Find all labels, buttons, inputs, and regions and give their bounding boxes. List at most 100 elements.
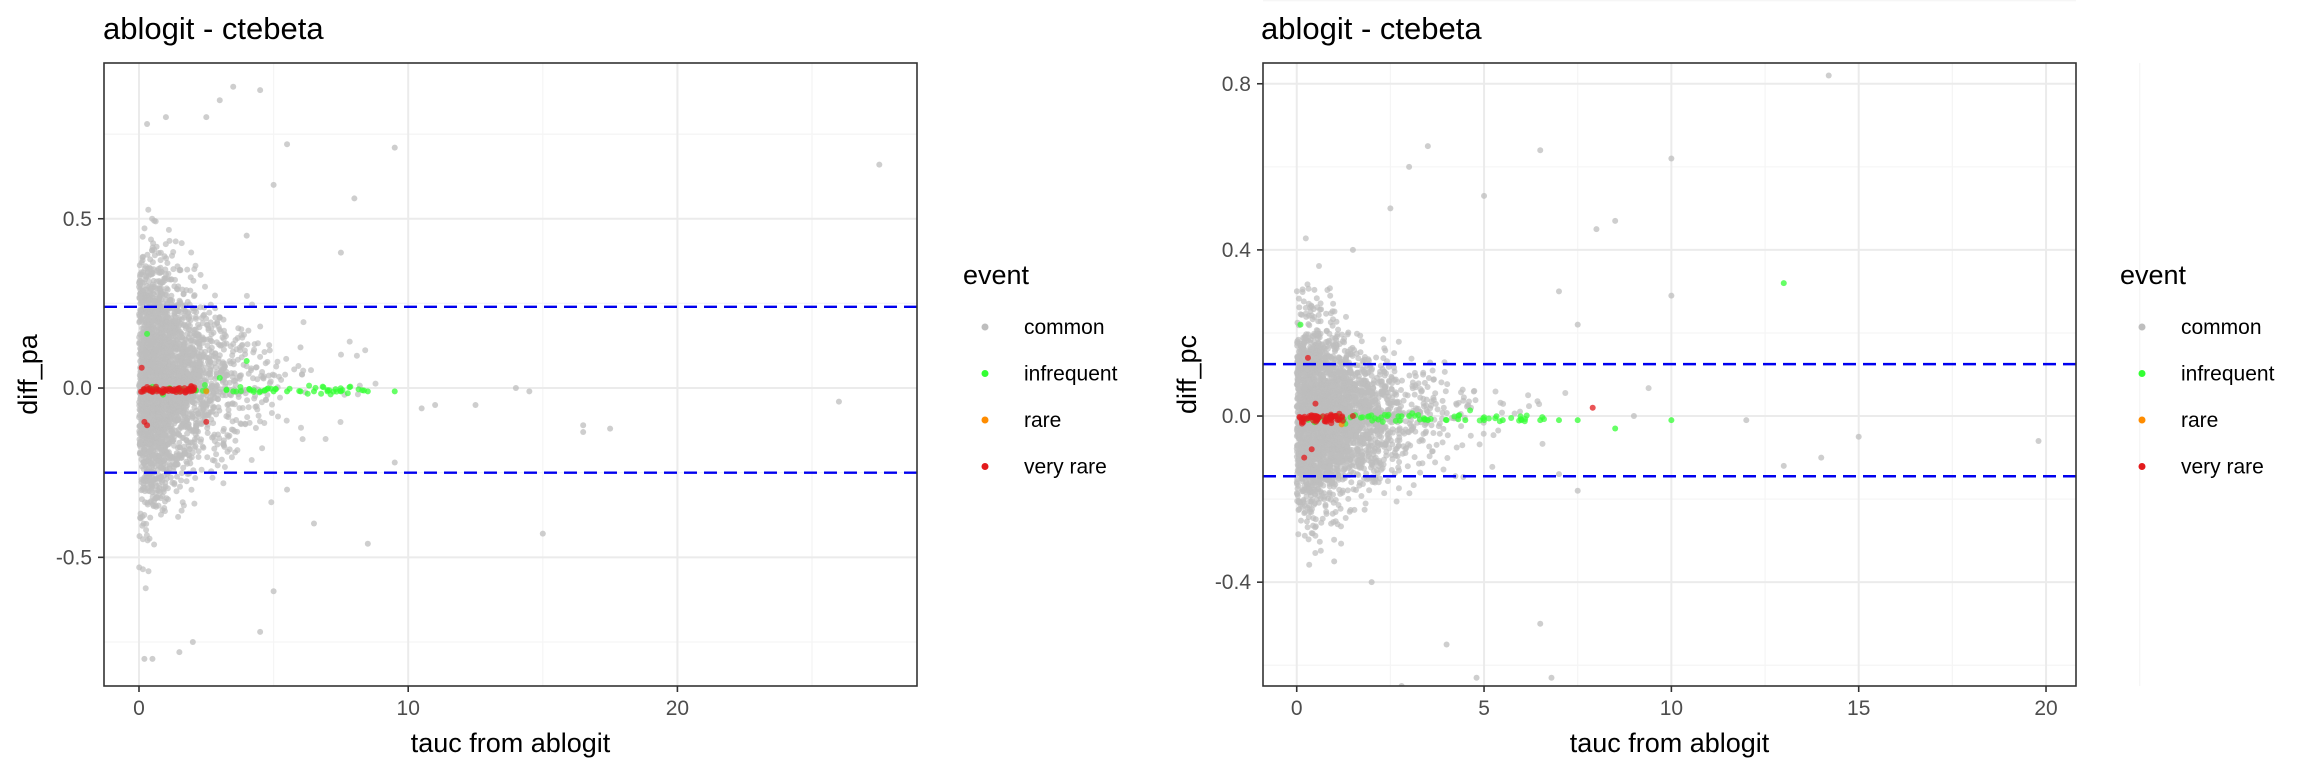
point-common [282, 372, 288, 378]
point-common [607, 426, 613, 432]
point-common [158, 316, 164, 322]
point-common [236, 394, 242, 400]
point-common [209, 349, 215, 355]
point-common [253, 425, 259, 431]
point-common [580, 422, 586, 428]
point-common [1298, 518, 1304, 524]
point-common [1407, 443, 1413, 449]
point-common [1318, 548, 1324, 554]
point-very-rare [161, 387, 167, 393]
point-common [202, 284, 208, 290]
point-common [1332, 335, 1338, 341]
point-common [162, 340, 168, 346]
point-common [145, 207, 151, 213]
point-common [257, 354, 263, 360]
point-common [188, 373, 194, 379]
point-common [1473, 397, 1479, 403]
point-common [260, 375, 266, 381]
y-tick-label: 0.0 [63, 377, 92, 400]
point-infrequent [257, 388, 263, 394]
point-common [186, 443, 192, 449]
point-infrequent [311, 388, 317, 394]
point-common [580, 429, 586, 435]
point-infrequent [271, 388, 277, 394]
point-common [153, 315, 159, 321]
point-common [1388, 399, 1394, 405]
point-common [156, 345, 162, 351]
point-common [221, 336, 227, 342]
point-common [137, 271, 143, 277]
point-common [189, 366, 195, 372]
point-common [271, 588, 277, 594]
x-axis-title: tauc from ablogit [411, 728, 611, 758]
point-common [225, 414, 231, 420]
point-common [171, 378, 177, 384]
point-common [149, 464, 155, 470]
point-infrequent [144, 331, 150, 337]
point-common [1328, 521, 1334, 527]
point-common [277, 395, 283, 401]
point-common [284, 418, 290, 424]
point-common [212, 438, 218, 444]
point-common [216, 359, 222, 365]
x-tick-label: 20 [666, 697, 689, 720]
point-common [245, 341, 251, 347]
point-common [162, 406, 168, 412]
point-very-rare [145, 386, 151, 392]
legend-label-infrequent: infrequent [1024, 363, 1118, 386]
point-common [161, 419, 167, 425]
point-common [217, 315, 223, 321]
point-common [254, 403, 260, 409]
point-common [295, 363, 301, 369]
point-common [262, 349, 268, 355]
point-common [175, 283, 181, 289]
point-common [1477, 441, 1483, 447]
point-common [254, 376, 260, 382]
point-common [1411, 482, 1417, 488]
point-common [168, 339, 174, 345]
point-infrequent [359, 387, 365, 393]
point-common [244, 233, 250, 239]
point-common [1440, 398, 1446, 404]
point-common [876, 162, 882, 168]
point-common [1380, 355, 1386, 361]
point-common [204, 322, 210, 328]
point-infrequent [298, 388, 304, 394]
point-common [176, 334, 182, 340]
point-common [513, 385, 519, 391]
point-common [196, 354, 202, 360]
point-common [144, 121, 150, 127]
point-common [275, 359, 281, 365]
point-common [141, 521, 147, 527]
point-common [189, 487, 195, 493]
point-infrequent [338, 388, 344, 394]
point-common [146, 568, 152, 574]
point-common [1389, 441, 1395, 447]
point-common [142, 225, 148, 231]
point-common [166, 227, 172, 233]
point-common [392, 460, 398, 466]
point-common [163, 255, 169, 261]
point-common [164, 495, 170, 501]
point-common [175, 514, 181, 520]
point-common [158, 257, 164, 263]
point-common [156, 429, 162, 435]
point-common [308, 367, 314, 373]
point-common [248, 367, 254, 373]
point-common [231, 378, 237, 384]
point-common [473, 402, 479, 408]
point-common [162, 508, 168, 514]
point-common [155, 406, 161, 412]
point-common [169, 364, 175, 370]
point-common [193, 309, 199, 315]
point-common [200, 444, 206, 450]
legend-key-infrequent [982, 370, 989, 377]
point-common [184, 267, 190, 273]
point-common [221, 426, 227, 432]
point-common [255, 340, 261, 346]
point-common [301, 319, 307, 325]
point-common [1540, 441, 1546, 447]
point-common [177, 309, 183, 315]
point-common [419, 405, 425, 411]
